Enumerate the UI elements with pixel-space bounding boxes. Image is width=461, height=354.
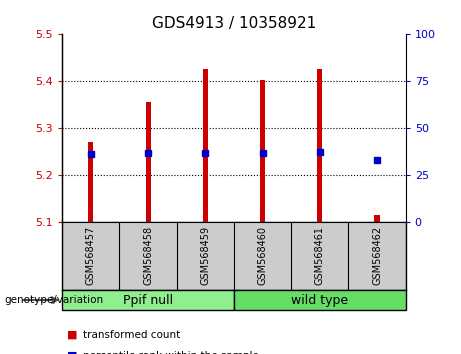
Bar [374,215,380,222]
Bar [260,80,265,222]
Bar [146,102,151,222]
Bar [317,69,322,222]
Text: wild type: wild type [291,293,349,307]
Text: GSM568458: GSM568458 [143,226,153,285]
Text: genotype/variation: genotype/variation [5,295,104,305]
Bar [88,142,94,222]
Bar [203,69,208,222]
Title: GDS4913 / 10358921: GDS4913 / 10358921 [152,16,316,31]
Text: GSM568459: GSM568459 [201,226,210,285]
Text: GSM568460: GSM568460 [258,226,267,285]
Bar [62,290,234,310]
Text: GSM568462: GSM568462 [372,226,382,285]
Text: Ppif null: Ppif null [123,293,173,307]
Bar [234,290,406,310]
Text: GSM568457: GSM568457 [86,226,96,285]
Text: ■: ■ [67,351,77,354]
Text: transformed count: transformed count [83,330,180,339]
Text: percentile rank within the sample: percentile rank within the sample [83,351,259,354]
Text: ■: ■ [67,330,77,339]
Text: GSM568461: GSM568461 [315,226,325,285]
